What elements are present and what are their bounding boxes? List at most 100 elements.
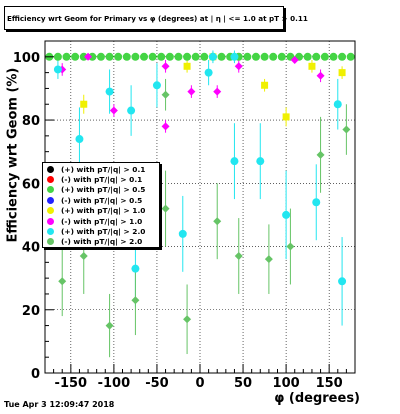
data-point — [75, 135, 84, 144]
data-point — [316, 150, 325, 159]
chart-title: Efficiency wrt Geom for Primary vs φ (de… — [7, 13, 308, 23]
legend-marker — [45, 185, 55, 195]
legend-entry: (-) with pT/|q| > 1.0 — [45, 216, 157, 226]
legend-marker — [45, 206, 55, 216]
timestamp: Tue Apr 3 12:09:47 2018 — [4, 400, 115, 409]
x-tick-label: -150 — [55, 376, 88, 391]
legend-label: (-) with pT/|q| > 0.5 — [61, 195, 143, 205]
legend-label: (-) with pT/|q| > 1.0 — [61, 216, 143, 226]
x-tick-label: -100 — [98, 376, 131, 391]
legend-marker — [45, 237, 55, 247]
data-point — [264, 255, 273, 264]
data-point — [178, 229, 187, 238]
legend: (+) with pT/|q| > 0.1 (-) with pT/|q| > … — [42, 162, 160, 248]
legend-entry: (+) with pT/|q| > 2.0 — [45, 226, 157, 236]
data-point — [213, 87, 222, 96]
data-point — [208, 52, 217, 61]
data-point — [183, 315, 192, 324]
data-point — [131, 52, 140, 61]
data-point — [217, 52, 226, 61]
data-point — [338, 69, 346, 77]
x-tick-label: 0 — [195, 376, 204, 391]
data-point — [282, 210, 291, 219]
data-point — [269, 52, 278, 61]
data-point — [316, 71, 325, 80]
data-point — [243, 52, 252, 61]
y-tick-label: 60 — [22, 177, 40, 192]
data-point — [80, 100, 88, 108]
y-tick-label: 100 — [13, 51, 40, 66]
chart-title-box: Efficiency wrt Geom for Primary vs φ (de… — [4, 6, 308, 30]
legend-marker — [45, 164, 55, 174]
data-point — [256, 157, 265, 166]
y-tick-label: 40 — [22, 241, 40, 256]
data-point — [161, 122, 170, 131]
data-point — [204, 68, 213, 77]
data-point — [131, 264, 140, 273]
y-tick-label: 20 — [22, 304, 40, 319]
legend-entry: (-) with pT/|q| > 2.0 — [45, 237, 157, 247]
data-point — [109, 106, 118, 115]
data-point — [58, 277, 67, 286]
data-point — [105, 87, 114, 96]
data-point — [140, 52, 149, 61]
data-point — [333, 100, 342, 109]
data-point — [152, 81, 161, 90]
legend-label: (-) with pT/|q| > 2.0 — [61, 237, 143, 247]
data-point — [183, 52, 192, 61]
legend-entry: (-) with pT/|q| > 0.1 — [45, 174, 157, 184]
data-point — [312, 52, 321, 61]
x-axis-label: φ (degrees) — [274, 391, 360, 406]
y-tick-label: 80 — [22, 114, 40, 129]
data-point — [277, 52, 286, 61]
data-point — [342, 125, 351, 134]
legend-marker — [45, 216, 55, 226]
legend-marker — [45, 195, 55, 205]
data-point — [79, 252, 88, 261]
data-point — [251, 52, 260, 61]
data-point — [191, 52, 200, 61]
data-point — [234, 62, 243, 71]
data-point — [213, 217, 222, 226]
data-point — [114, 52, 123, 61]
data-point — [261, 81, 269, 89]
data-point — [165, 52, 174, 61]
data-point — [122, 52, 131, 61]
legend-label: (-) with pT/|q| > 0.1 — [61, 175, 143, 185]
data-point — [346, 52, 355, 61]
data-point — [105, 321, 114, 330]
legend-entry: (+) with pT/|q| > 1.0 — [45, 206, 157, 216]
data-point — [312, 198, 321, 207]
data-point — [200, 52, 209, 61]
data-point — [290, 55, 299, 64]
data-point — [105, 52, 114, 61]
legend-label: (+) with pT/|q| > 0.5 — [61, 185, 146, 195]
data-point — [127, 106, 136, 115]
legend-entry: (+) with pT/|q| > 0.1 — [45, 164, 157, 174]
legend-label: (+) with pT/|q| > 2.0 — [61, 227, 146, 237]
y-tick-label: 0 — [31, 367, 40, 382]
data-point — [282, 113, 290, 121]
data-point — [338, 277, 347, 286]
data-point — [131, 296, 140, 305]
data-point — [53, 52, 62, 61]
data-point — [96, 52, 105, 61]
legend-marker — [45, 175, 55, 185]
data-point — [230, 52, 239, 61]
data-point — [84, 52, 93, 61]
data-point — [53, 65, 62, 74]
data-point — [234, 252, 243, 261]
data-point — [183, 62, 191, 70]
data-point — [260, 52, 269, 61]
data-point — [303, 52, 312, 61]
data-point — [161, 204, 170, 213]
x-tick-label: 100 — [273, 376, 300, 391]
x-tick-label: 50 — [234, 376, 252, 391]
data-point — [174, 52, 183, 61]
data-point — [230, 157, 239, 166]
y-axis-label: Efficiency wrt Geom (%) — [5, 67, 21, 243]
data-point — [338, 52, 347, 61]
data-point — [161, 62, 170, 71]
tick-labels: -150 -100 -50 0 50 100 150 0 20 40 60 80 100 — [13, 51, 343, 391]
legend-label: (+) with pT/|q| > 0.1 — [61, 164, 146, 174]
